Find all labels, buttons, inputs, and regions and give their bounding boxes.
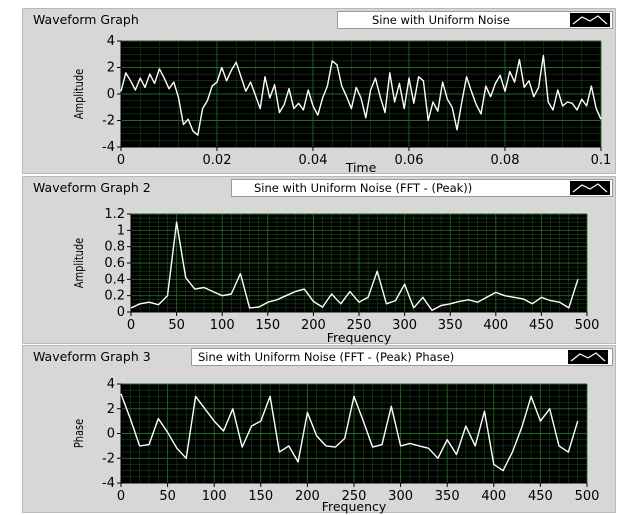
y-tick-label: 1.2 [104, 207, 125, 222]
graph-title: Waveform Graph 3 [33, 349, 151, 364]
x-tick-label: 200 [295, 489, 320, 504]
graph-title: Waveform Graph [33, 12, 139, 27]
y-tick-label: 0.6 [104, 256, 125, 271]
y-tick-label: 0 [107, 427, 115, 442]
x-tick-label: 300 [388, 489, 413, 504]
y-tick-label: 0.4 [104, 272, 125, 287]
x-tick-label: 300 [392, 318, 417, 333]
line-plot-icon[interactable] [570, 13, 610, 27]
x-tick-label: 500 [575, 318, 600, 333]
x-tick-label: 0.04 [299, 153, 328, 168]
plot-legend[interactable]: Sine with Uniform Noise (FFT - (Peak) Ph… [191, 348, 613, 366]
grid-lines [120, 383, 588, 484]
graph-header: Waveform Graph 2 Sine with Uniform Noise… [23, 177, 615, 199]
legend-label: Sine with Uniform Noise (FFT - (Peak)) [254, 181, 473, 195]
graph-header: Waveform Graph 3 Sine with Uniform Noise… [23, 346, 615, 368]
waveform-graph-3: Waveform Graph 3 Sine with Uniform Noise… [22, 345, 616, 514]
x-tick-label: 450 [528, 489, 553, 504]
x-tick-label: 0.02 [203, 153, 232, 168]
x-tick-label: 0.06 [395, 153, 424, 168]
x-tick-label: 350 [438, 318, 463, 333]
y-axis-label: Phase [72, 419, 86, 449]
x-axis-label: Time [345, 160, 377, 175]
y-tick-label: -2 [102, 451, 115, 466]
plot-legend[interactable]: Sine with Uniform Noise (FFT - (Peak)) [231, 179, 613, 197]
y-axis-label: Amplitude [72, 69, 86, 120]
x-tick-label: 400 [483, 318, 508, 333]
x-tick-label: 350 [435, 489, 460, 504]
x-axis-label: Frequency [327, 330, 392, 345]
graph-title: Waveform Graph 2 [33, 180, 151, 195]
graph-header: Waveform Graph Sine with Uniform Noise [23, 9, 615, 31]
y-axis-label: Amplitude [72, 238, 86, 289]
x-tick-label: 0.1 [591, 153, 612, 168]
plot-area: 0 50 100 150 200 250 300 350 400 450 500 4 2 0 -2 -4 Fre… [72, 377, 600, 514]
x-tick-label: 250 [342, 489, 367, 504]
legend-label: Sine with Uniform Noise [372, 13, 510, 27]
y-tick-label: 0.8 [104, 240, 125, 255]
x-tick-label: 100 [210, 318, 235, 333]
line-plot-icon[interactable] [568, 350, 608, 364]
y-tick-label: 2 [107, 61, 115, 76]
y-tick-label: 4 [107, 34, 115, 49]
y-tick-label: -4 [102, 476, 115, 491]
x-tick-label: 50 [159, 489, 176, 504]
y-tick-label: 1 [117, 223, 125, 238]
plot-area: 0 50 100 150 200 250 300 350 400 450 500 1.21 0.80.6… [72, 207, 600, 345]
x-tick-label: 50 [168, 318, 185, 333]
x-tick-label: 400 [481, 489, 506, 504]
y-tick-label: 0 [107, 87, 115, 102]
y-tick-label: 0.2 [104, 289, 125, 304]
series-line [120, 393, 579, 472]
legend-label: Sine with Uniform Noise (FFT - (Peak) Ph… [198, 350, 455, 364]
x-tick-label: 0 [117, 153, 125, 168]
plot-legend[interactable]: Sine with Uniform Noise [337, 11, 613, 29]
y-tick-label: -2 [102, 114, 115, 129]
waveform-graph-2: Waveform Graph 2 Sine with Uniform Noise… [22, 176, 616, 345]
y-tick-label: 0 [117, 305, 125, 320]
series-line [120, 54, 602, 136]
waveform-graph-1: Waveform Graph Sine with Uniform Noise 0… [22, 8, 616, 175]
x-axis-label: Frequency [322, 499, 387, 514]
x-tick-label: 450 [529, 318, 554, 333]
x-tick-label: 100 [202, 489, 227, 504]
x-tick-label: 0 [127, 318, 135, 333]
y-tick-label: 2 [107, 402, 115, 417]
y-tick-label: -4 [102, 140, 115, 155]
grid-lines [130, 213, 588, 313]
x-tick-label: 150 [248, 489, 273, 504]
x-tick-label: 150 [255, 318, 280, 333]
series-line [130, 221, 579, 312]
y-tick-label: 4 [107, 377, 115, 392]
x-tick-label: 200 [301, 318, 326, 333]
x-tick-label: 0 [117, 489, 125, 504]
plot-area: 0 0.02 0.04 0.06 0.08 0.1 4 2 0 -2 -4 Time Amplitude [72, 34, 612, 175]
line-plot-icon[interactable] [570, 181, 610, 195]
x-tick-label: 0.08 [491, 153, 520, 168]
x-tick-label: 250 [347, 318, 372, 333]
x-tick-label: 500 [575, 489, 600, 504]
